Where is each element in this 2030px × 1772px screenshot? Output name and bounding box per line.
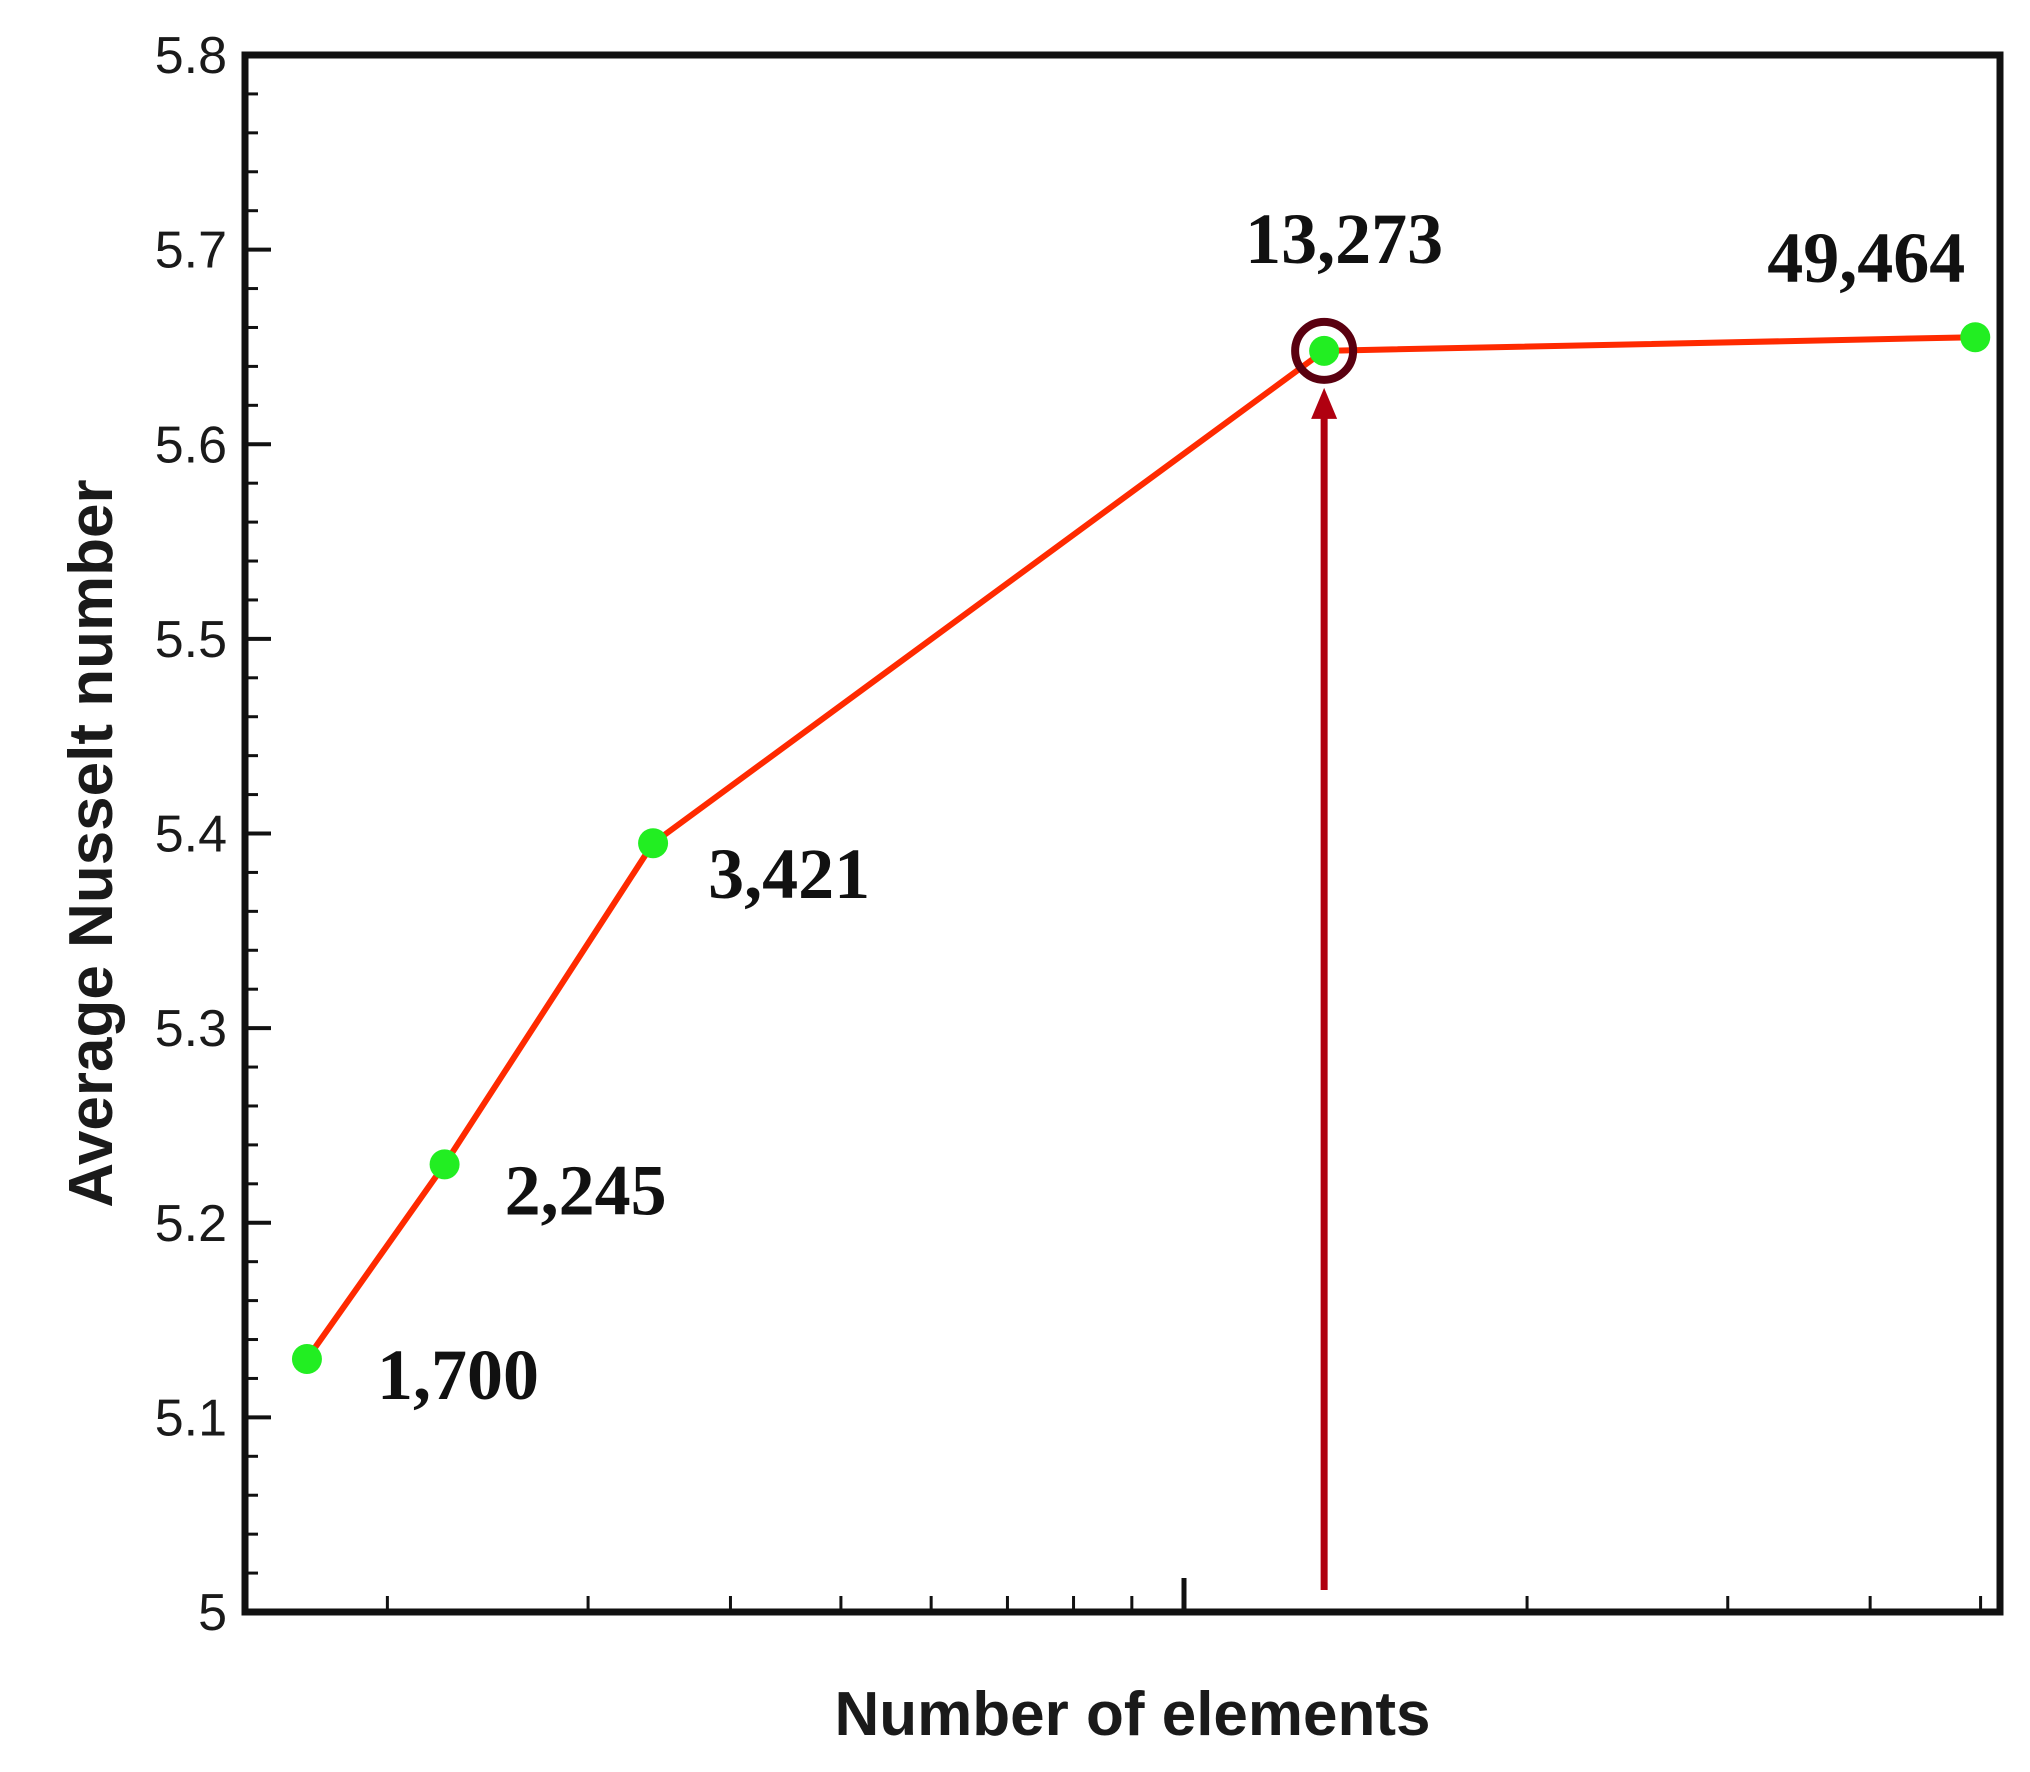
highlight-circle (1291, 317, 1358, 384)
series-layer (291, 322, 1991, 1374)
label-layer: 1,700 2,245 3,421 13,273 49,464 (377, 199, 1965, 1415)
point-label: 2,245 (505, 1150, 667, 1230)
data-point (291, 1343, 322, 1374)
data-point (1960, 322, 1991, 353)
data-point (638, 828, 669, 859)
annotation-layer (1291, 317, 1358, 1590)
data-point (1309, 335, 1340, 366)
point-label: 13,273 (1245, 199, 1443, 279)
x-axis-title: Number of elements (834, 1680, 1430, 1749)
plot-frame (241, 51, 2004, 1616)
point-label: 49,464 (1767, 218, 1965, 298)
y-tick-label: 5.2 (155, 1195, 227, 1253)
y-tick-label: 5.8 (155, 27, 227, 85)
y-tick-label: 5.5 (155, 611, 227, 669)
y-tick-label: 5.1 (155, 1389, 227, 1447)
arrow-head (1311, 387, 1338, 419)
y-tick-labels: 5 5.1 5.2 5.3 5.4 5.5 5.6 5.7 5.8 (155, 27, 227, 1642)
y-tick-label: 5.3 (155, 1000, 227, 1058)
point-label: 1,700 (377, 1335, 539, 1415)
y-tick-label: 5.4 (155, 806, 227, 864)
y-tick-label: 5.7 (155, 222, 227, 280)
data-point (429, 1149, 460, 1180)
y-tick-label: 5.6 (155, 416, 227, 474)
y-axis-title: Average Nusselt number (57, 479, 126, 1207)
point-label: 3,421 (708, 834, 870, 914)
y-tick-label: 5 (198, 1584, 227, 1642)
